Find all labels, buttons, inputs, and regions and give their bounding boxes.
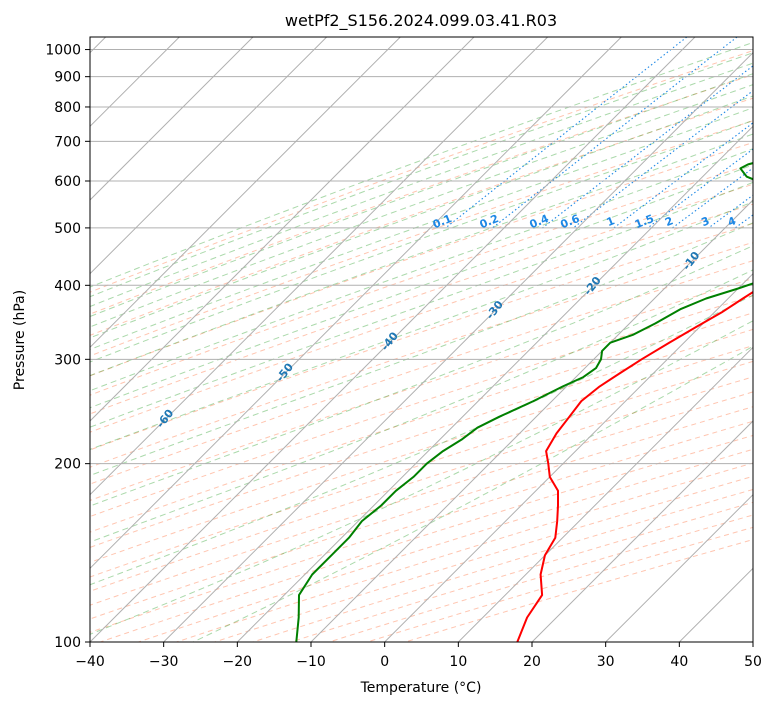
isotherm-line (90, 37, 696, 642)
dry-adiabat-line (90, 50, 753, 293)
mixing-ratio-line (572, 90, 753, 229)
moist-adiabat-line (90, 320, 753, 635)
isotherm-line (90, 37, 622, 570)
isotherm-line (531, 420, 753, 642)
x-tick-label: −30 (149, 654, 179, 670)
moist-adiabat-line (90, 52, 753, 298)
isotherm-line (384, 272, 753, 642)
isotherm-line (90, 37, 475, 422)
mixing-ratio-label: 3 (699, 214, 711, 229)
isotherm-line (163, 51, 753, 642)
x-axis-label: Temperature (°C) (360, 680, 482, 696)
isotherm-line (90, 37, 401, 349)
y-tick-label: 700 (54, 134, 81, 150)
x-tick-label: 30 (597, 654, 615, 670)
dry-adiabat-line (90, 203, 753, 433)
temperature-trace (516, 290, 753, 642)
chart-title: wetPf2_S156.2024.099.03.41.R03 (285, 11, 557, 31)
x-tick-label: 0 (380, 654, 389, 670)
x-tick-label: 20 (523, 654, 541, 670)
mixing-ratio-line (672, 167, 753, 229)
dry-adiabat-line (90, 163, 753, 396)
mixing-ratio-label: 2 (663, 214, 675, 229)
y-tick-label: 300 (54, 352, 81, 368)
isotherm-line (457, 346, 753, 642)
moist-adiabat-line (192, 345, 753, 642)
y-axis-label: Pressure (hPa) (12, 290, 28, 390)
plot-frame (89, 36, 754, 643)
x-axis: −40 −30 −20 −10 0 10 20 30 40 50 (75, 642, 762, 670)
skewed-isotherms (90, 37, 753, 642)
moist-adiabat-line (90, 201, 753, 451)
y-axis: 100 200 300 400 500 600 700 800 900 1000 (45, 43, 90, 651)
moist-adiabat-line (90, 222, 753, 477)
moist-adiabat-line (90, 73, 753, 318)
x-tick-label: 40 (670, 654, 688, 670)
y-tick-label: 500 (54, 221, 81, 237)
isotherm-line (310, 199, 753, 642)
dry-adiabat-line (90, 142, 753, 377)
moist-adiabat-line (90, 95, 753, 339)
dry-adiabat-line (90, 241, 753, 468)
dry-adiabat-line (90, 295, 753, 518)
dry-adiabat-line (90, 260, 753, 485)
isotherm-line (605, 493, 753, 642)
isotherm-line (90, 37, 254, 201)
y-tick-label: 900 (54, 70, 81, 86)
mixing-ratio-line (542, 65, 753, 229)
y-tick-label: 100 (54, 635, 81, 651)
y-tick-label: 800 (54, 100, 81, 116)
y-tick-label: 1000 (45, 43, 81, 59)
x-tick-label: −40 (75, 654, 105, 670)
x-tick-label: 50 (744, 654, 762, 670)
isotherm-line (236, 125, 753, 642)
x-tick-label: −20 (223, 654, 253, 670)
y-tick-label: 600 (54, 174, 81, 190)
dry-adiabats (90, 50, 753, 642)
y-tick-label: 200 (54, 457, 81, 473)
dry-adiabat-line (90, 74, 753, 315)
moist-adiabat-line (90, 84, 753, 328)
y-tick-label: 400 (54, 278, 81, 294)
isotherm-line (90, 37, 549, 496)
dry-adiabat-line (90, 391, 753, 606)
moist-adiabat-line (90, 62, 753, 308)
moist-adiabat-line (90, 181, 753, 428)
isotherm-line (90, 37, 328, 275)
isobar-gridlines (90, 49, 753, 642)
mixing-ratio-label: 1 (605, 214, 617, 229)
dry-adiabat-line (90, 345, 753, 563)
moist-adiabat-line (90, 164, 753, 409)
x-tick-label: 10 (449, 654, 467, 670)
x-tick-label: −10 (296, 654, 326, 670)
sounding-traces (295, 162, 753, 642)
moist-adiabat-line (90, 133, 753, 377)
dewpoint-trace (295, 162, 753, 642)
